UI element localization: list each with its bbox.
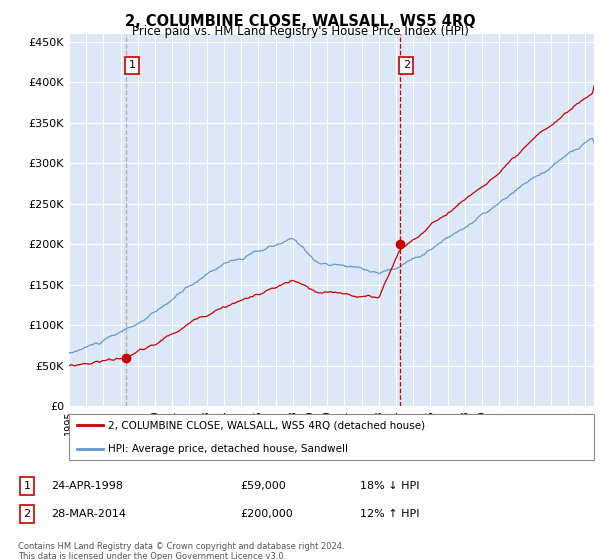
Text: 18% ↓ HPI: 18% ↓ HPI: [360, 481, 419, 491]
Text: 2: 2: [403, 60, 410, 70]
Text: Contains HM Land Registry data © Crown copyright and database right 2024.
This d: Contains HM Land Registry data © Crown c…: [18, 542, 344, 560]
Text: 12% ↑ HPI: 12% ↑ HPI: [360, 509, 419, 519]
Text: 2: 2: [23, 509, 31, 519]
Text: Price paid vs. HM Land Registry's House Price Index (HPI): Price paid vs. HM Land Registry's House …: [131, 25, 469, 38]
Text: £200,000: £200,000: [240, 509, 293, 519]
Text: 1: 1: [23, 481, 31, 491]
Text: 24-APR-1998: 24-APR-1998: [51, 481, 123, 491]
Text: 2, COLUMBINE CLOSE, WALSALL, WS5 4RQ (detached house): 2, COLUMBINE CLOSE, WALSALL, WS5 4RQ (de…: [109, 421, 425, 431]
Text: 2, COLUMBINE CLOSE, WALSALL, WS5 4RQ: 2, COLUMBINE CLOSE, WALSALL, WS5 4RQ: [125, 14, 475, 29]
Text: 1: 1: [128, 60, 136, 70]
Text: 28-MAR-2014: 28-MAR-2014: [51, 509, 126, 519]
Text: HPI: Average price, detached house, Sandwell: HPI: Average price, detached house, Sand…: [109, 444, 349, 454]
Text: £59,000: £59,000: [240, 481, 286, 491]
